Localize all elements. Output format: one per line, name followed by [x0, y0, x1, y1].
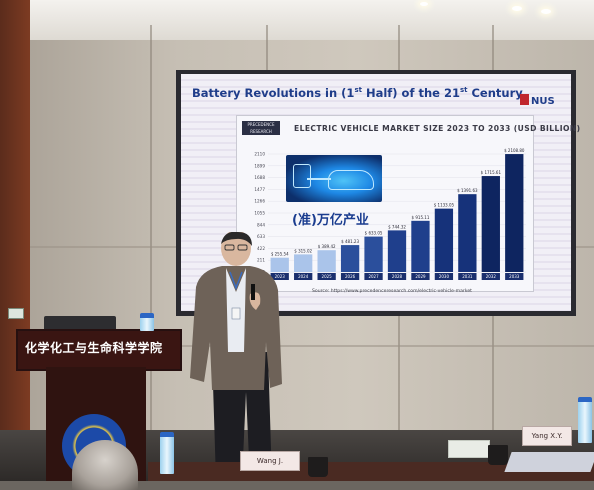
x-tick-label: 2026	[345, 274, 356, 279]
bar	[458, 194, 477, 272]
x-tick-box	[411, 273, 430, 280]
ceiling-light	[512, 6, 522, 11]
chart-source: Source: https://www.precedenceresearch.c…	[312, 289, 472, 294]
podium-text: 化学化工与生命科学学院	[25, 341, 163, 355]
wall-panel-seam	[0, 345, 594, 347]
water-bottle	[578, 397, 592, 443]
charger-icon	[293, 164, 311, 188]
nameplate: Wang J.	[240, 451, 300, 471]
y-tick-label: 844	[257, 222, 265, 227]
cup	[308, 457, 328, 477]
bar-value-label: $ 2108.80	[504, 148, 525, 153]
x-tick-box	[270, 273, 289, 280]
x-tick-box	[481, 273, 500, 280]
x-tick-box	[317, 273, 336, 280]
bar	[411, 220, 430, 272]
bar	[434, 208, 454, 272]
cup	[488, 445, 508, 465]
x-tick-label: 2031	[462, 274, 473, 279]
x-tick-box	[387, 273, 407, 280]
overlay-label: (准)万亿产业	[292, 213, 369, 228]
bar	[270, 257, 289, 272]
university-logo: NUS	[520, 94, 555, 107]
crest-icon	[520, 94, 529, 105]
bar	[340, 245, 360, 272]
x-tick-label: 2027	[368, 274, 379, 279]
y-tick-label: 1266	[254, 199, 265, 204]
y-tick-label: 422	[257, 246, 265, 251]
wood-wall-panel	[0, 0, 30, 440]
ceiling	[0, 0, 594, 40]
x-tick-label: 2025	[322, 274, 333, 279]
x-tick-box	[294, 273, 313, 280]
x-tick-label: 2028	[392, 274, 403, 279]
podium-monitor	[44, 316, 116, 332]
wall-socket	[8, 308, 24, 319]
bar-value-label: $ 915.11	[412, 215, 430, 220]
nameplate: Yang X.Y.	[522, 426, 572, 446]
x-tick-box	[340, 273, 360, 280]
x-tick-label: 2032	[486, 274, 497, 279]
ceiling-light	[420, 2, 428, 6]
bar-value-label: $ 255.54	[271, 252, 289, 257]
x-tick-box	[364, 273, 383, 280]
x-tick-box	[505, 273, 524, 280]
water-bottle	[140, 313, 154, 331]
water-bottle	[160, 432, 174, 474]
y-tick-label: 211	[257, 258, 265, 263]
bar-value-label: $ 1391.63	[457, 188, 478, 193]
chart-title: ELECTRIC VEHICLE MARKET SIZE 2023 TO 203…	[294, 124, 581, 133]
bar-value-label: $ 315.02	[294, 248, 312, 253]
bar-value-label: $ 633.05	[365, 231, 383, 236]
x-tick-box	[434, 273, 454, 280]
car-icon	[328, 170, 374, 190]
bar	[317, 250, 336, 272]
y-tick-label: 1899	[254, 163, 265, 168]
x-tick-label: 2024	[298, 274, 309, 279]
slide-title: Battery Revolutions in (1st Half) of the…	[192, 86, 523, 100]
x-tick-label: 2029	[415, 274, 426, 279]
bar-value-label: $ 1715.61	[481, 170, 502, 175]
y-tick-label: 1688	[254, 175, 265, 180]
bar-chart: 0211422633844105512661477168818992110$ 2…	[254, 148, 526, 280]
y-tick-label: 633	[257, 234, 265, 239]
x-tick-label: 2033	[509, 274, 520, 279]
publisher-logo: PRECEDENCE RESEARCH	[242, 121, 280, 135]
ceiling-light	[541, 9, 551, 14]
bar-value-label: $ 481.23	[341, 239, 359, 244]
bar-value-label: $ 744.32	[388, 224, 406, 229]
bar	[294, 254, 313, 272]
papers	[504, 452, 594, 472]
speaker-person	[190, 232, 282, 481]
bar-value-label: $ 389.42	[318, 244, 336, 249]
bar-value-label: $ 1133.05	[434, 203, 455, 208]
bar	[387, 230, 407, 272]
bar	[481, 176, 500, 272]
y-tick-label: 2110	[254, 152, 265, 157]
y-tick-label: 1477	[254, 187, 265, 192]
x-tick-box	[458, 273, 477, 280]
wall-panel-seam	[150, 25, 152, 435]
y-tick-label: 1055	[254, 211, 265, 216]
logo-text: NUS	[531, 96, 555, 107]
bar	[505, 154, 524, 272]
x-tick-label: 2023	[275, 274, 286, 279]
tissue-box	[448, 440, 490, 458]
bar	[364, 236, 383, 272]
x-tick-label: 2030	[439, 274, 450, 279]
cable-icon	[307, 178, 331, 180]
